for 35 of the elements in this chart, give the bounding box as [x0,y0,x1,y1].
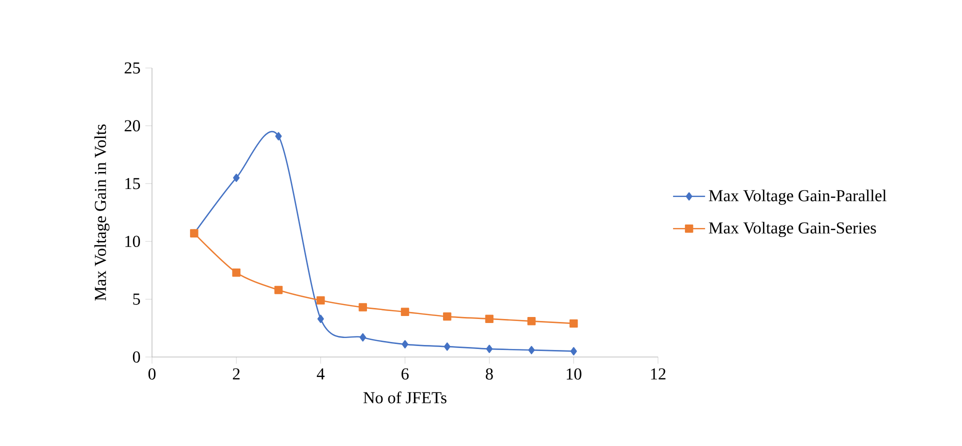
point [444,342,450,351]
x-tick-label: 4 [316,368,325,380]
x-tick-label: 6 [402,368,409,380]
point [274,286,283,294]
point [316,296,325,304]
point [443,312,452,321]
point [400,308,410,316]
legend-label: Max Voltage Gain-Series [708,222,876,237]
point [358,303,367,312]
y-tick-label: 20 [124,120,140,132]
point [486,344,493,354]
y-tick-label: 10 [125,236,140,248]
x-tick-label: 10 [566,368,582,380]
point [570,347,577,356]
point [485,314,494,323]
point [570,319,578,328]
y-tick-label: 0 [132,351,140,363]
y-tick-label: 25 [124,62,140,74]
x-axis-title: No of JFETs [363,391,446,404]
point [233,174,240,182]
point [528,346,535,354]
point [527,317,536,326]
x-tick-label: 0 [148,368,156,380]
point [402,340,408,348]
x-tick-label: 2 [232,368,240,380]
y-tick-label: 15 [125,178,140,190]
y-axis-title: Max Voltage Gain in Volts [94,124,110,301]
point [360,333,366,342]
x-tick-label: 8 [486,368,493,380]
x-tick-label: 12 [651,368,666,380]
point [275,132,282,140]
legend-label: Max Voltage Gain-Parallel [708,190,886,205]
y-tick-label: 5 [133,294,140,305]
point [317,314,324,323]
point [232,268,240,277]
